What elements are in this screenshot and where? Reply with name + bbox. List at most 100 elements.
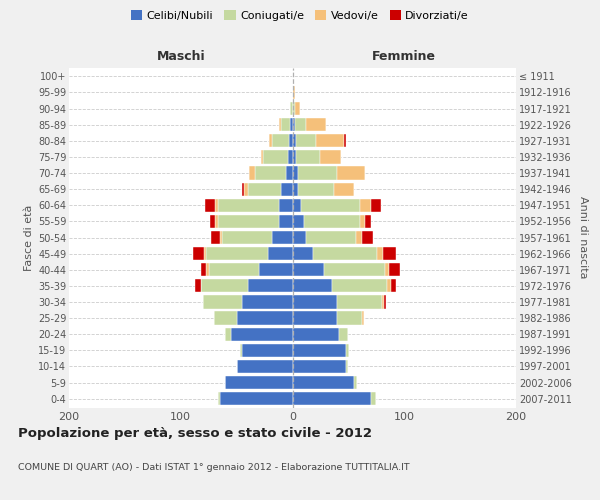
Bar: [279, 198, 293, 212]
Bar: [320, 150, 341, 164]
Bar: [306, 231, 356, 244]
Bar: [214, 312, 236, 324]
Text: Popolazione per età, sesso e stato civile - 2012: Popolazione per età, sesso e stato civil…: [18, 428, 372, 440]
Bar: [293, 150, 296, 164]
Bar: [306, 118, 326, 132]
Bar: [242, 182, 244, 196]
Bar: [383, 247, 397, 260]
Bar: [356, 231, 362, 244]
Bar: [295, 118, 306, 132]
Bar: [218, 198, 279, 212]
Bar: [293, 198, 301, 212]
Bar: [220, 392, 293, 405]
Bar: [324, 263, 385, 276]
Bar: [296, 134, 316, 147]
Bar: [193, 247, 204, 260]
Bar: [293, 102, 295, 115]
Bar: [210, 215, 215, 228]
Bar: [290, 118, 293, 132]
Bar: [362, 231, 373, 244]
Bar: [293, 328, 340, 341]
Bar: [293, 182, 298, 196]
Bar: [220, 231, 222, 244]
Bar: [388, 279, 391, 292]
Bar: [206, 263, 209, 276]
Bar: [391, 279, 397, 292]
Bar: [240, 344, 242, 357]
Bar: [261, 150, 263, 164]
Text: COMUNE DI QUART (AO) - Dati ISTAT 1° gennaio 2012 - Elaborazione TUTTITALIA.IT: COMUNE DI QUART (AO) - Dati ISTAT 1° gen…: [18, 462, 410, 471]
Bar: [293, 392, 371, 405]
Y-axis label: Fasce di età: Fasce di età: [23, 204, 34, 270]
Bar: [293, 376, 354, 389]
Bar: [293, 247, 313, 260]
Bar: [222, 231, 272, 244]
Bar: [272, 134, 289, 147]
Bar: [293, 344, 346, 357]
Bar: [385, 263, 389, 276]
Bar: [244, 182, 248, 196]
Text: Maschi: Maschi: [157, 50, 205, 62]
Bar: [389, 263, 400, 276]
Legend: Celibi/Nubili, Coniugati/e, Vedovi/e, Divorziati/e: Celibi/Nubili, Coniugati/e, Vedovi/e, Di…: [127, 6, 473, 25]
Bar: [215, 198, 218, 212]
Bar: [346, 344, 349, 357]
Bar: [334, 182, 354, 196]
Bar: [279, 118, 281, 132]
Bar: [204, 247, 206, 260]
Bar: [293, 279, 332, 292]
Bar: [332, 279, 388, 292]
Bar: [206, 247, 268, 260]
Bar: [290, 102, 293, 115]
Bar: [236, 312, 293, 324]
Bar: [242, 344, 293, 357]
Bar: [362, 312, 364, 324]
Bar: [384, 296, 386, 308]
Bar: [218, 392, 220, 405]
Bar: [218, 215, 279, 228]
Bar: [296, 150, 320, 164]
Bar: [242, 296, 293, 308]
Bar: [203, 296, 242, 308]
Bar: [298, 182, 334, 196]
Bar: [377, 247, 383, 260]
Bar: [295, 102, 301, 115]
Text: Femmine: Femmine: [372, 50, 436, 62]
Bar: [248, 279, 293, 292]
Bar: [269, 134, 272, 147]
Bar: [293, 86, 295, 99]
Bar: [288, 150, 293, 164]
Bar: [359, 198, 371, 212]
Bar: [346, 360, 349, 373]
Bar: [293, 215, 304, 228]
Bar: [236, 360, 293, 373]
Bar: [365, 215, 371, 228]
Bar: [293, 296, 337, 308]
Bar: [254, 166, 286, 179]
Bar: [215, 215, 218, 228]
Bar: [337, 312, 362, 324]
Y-axis label: Anni di nascita: Anni di nascita: [578, 196, 589, 279]
Bar: [293, 231, 306, 244]
Bar: [211, 231, 220, 244]
Bar: [337, 296, 382, 308]
Bar: [354, 376, 358, 389]
Bar: [195, 279, 201, 292]
Bar: [289, 134, 293, 147]
Bar: [281, 118, 290, 132]
Bar: [209, 263, 259, 276]
Bar: [226, 376, 293, 389]
Bar: [371, 198, 381, 212]
Bar: [293, 360, 346, 373]
Bar: [231, 328, 293, 341]
Bar: [248, 182, 281, 196]
Bar: [344, 134, 346, 147]
Bar: [293, 312, 337, 324]
Bar: [249, 166, 254, 179]
Bar: [293, 166, 298, 179]
Bar: [268, 247, 293, 260]
Bar: [304, 215, 359, 228]
Bar: [263, 150, 288, 164]
Bar: [313, 247, 377, 260]
Bar: [293, 263, 324, 276]
